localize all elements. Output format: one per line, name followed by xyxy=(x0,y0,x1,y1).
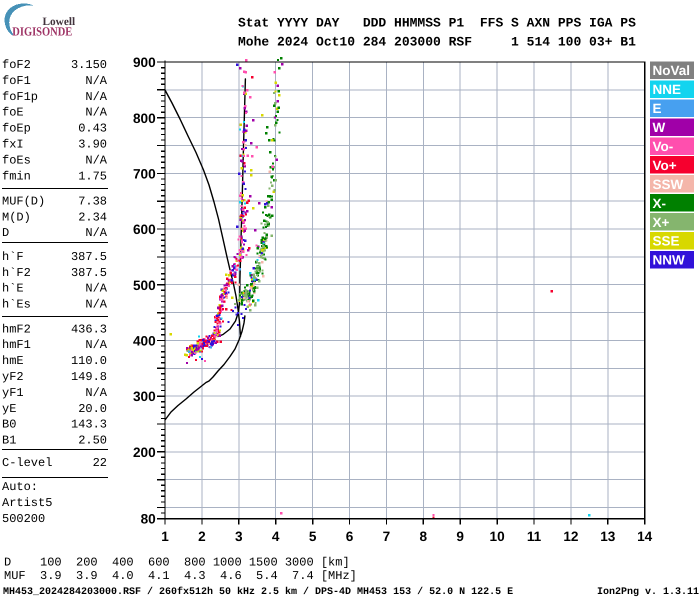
svg-text:NNW: NNW xyxy=(653,253,685,268)
svg-text:1.75: 1.75 xyxy=(78,169,107,183)
svg-text:NNE: NNE xyxy=(653,82,682,97)
svg-text:Lowell: Lowell xyxy=(43,16,76,28)
svg-text:fmin: fmin xyxy=(2,169,31,183)
svg-text:N/A: N/A xyxy=(85,106,107,120)
svg-text:110.0: 110.0 xyxy=(71,354,107,368)
svg-text:Ion2Png v. 1.3.11: Ion2Png v. 1.3.11 xyxy=(597,587,699,598)
svg-text:foEs: foEs xyxy=(2,153,31,167)
svg-text:N/A: N/A xyxy=(85,298,107,312)
svg-text:11: 11 xyxy=(527,529,542,544)
svg-text:900: 900 xyxy=(133,55,156,70)
svg-text:Auto:: Auto: xyxy=(2,480,38,494)
svg-text:3.90: 3.90 xyxy=(78,138,107,152)
svg-text:3: 3 xyxy=(235,529,243,544)
svg-text:8: 8 xyxy=(420,529,428,544)
svg-text:700: 700 xyxy=(133,167,156,182)
svg-text:X+: X+ xyxy=(653,215,670,230)
svg-text:20.0: 20.0 xyxy=(78,402,107,416)
svg-text:h`F: h`F xyxy=(2,250,24,264)
svg-text:h`E: h`E xyxy=(2,282,24,296)
svg-text:B0: B0 xyxy=(2,418,16,432)
svg-text:yF2: yF2 xyxy=(2,370,24,384)
svg-text:800: 800 xyxy=(133,111,156,126)
svg-text:6: 6 xyxy=(346,529,354,544)
svg-text:N/A: N/A xyxy=(85,386,107,400)
svg-text:N/A: N/A xyxy=(85,74,107,88)
svg-text:500200: 500200 xyxy=(2,512,45,526)
svg-text:22: 22 xyxy=(93,456,107,470)
svg-text:1: 1 xyxy=(161,529,169,544)
svg-text:MUF(D): MUF(D) xyxy=(2,194,45,208)
svg-text:B1: B1 xyxy=(2,434,16,448)
svg-text:9: 9 xyxy=(456,529,464,544)
svg-text:D: D xyxy=(2,226,9,240)
svg-text:h`Es: h`Es xyxy=(2,298,31,312)
svg-text:hmF2: hmF2 xyxy=(2,322,31,336)
svg-text:N/A: N/A xyxy=(85,153,107,167)
svg-text:500: 500 xyxy=(133,278,156,293)
svg-text:149.8: 149.8 xyxy=(71,370,107,384)
svg-text:Artist5: Artist5 xyxy=(2,496,52,510)
svg-text:foF2: foF2 xyxy=(2,58,31,72)
svg-text:14: 14 xyxy=(637,529,653,544)
svg-text:N/A: N/A xyxy=(85,338,107,352)
svg-text:yE: yE xyxy=(2,402,16,416)
svg-text:N/A: N/A xyxy=(85,226,107,240)
svg-text:X-: X- xyxy=(653,196,667,211)
svg-text:2.50: 2.50 xyxy=(78,434,107,448)
svg-text:MUF 3.9 3.9 4.0 4.1 4.3: MUF 3.9 3.9 4.0 4.1 4.3 4.6 5.4 7.4 [MHz… xyxy=(4,569,357,583)
svg-text:yF1: yF1 xyxy=(2,386,24,400)
svg-text:foF1: foF1 xyxy=(2,74,31,88)
svg-text:Mohe 2024 Oct10 284 203000 RSF: Mohe 2024 Oct10 284 203000 RSF 1 514 100… xyxy=(238,35,636,50)
svg-text:N/A: N/A xyxy=(85,282,107,296)
svg-text:200: 200 xyxy=(133,445,156,460)
svg-text:143.3: 143.3 xyxy=(71,418,107,432)
svg-text:Stat YYYY DAY DDD HHMMSS P1: Stat YYYY DAY DDD HHMMSS P1 FFS S AXN PP… xyxy=(238,16,636,31)
svg-text:foF1p: foF1p xyxy=(2,90,38,104)
svg-text:NoVal: NoVal xyxy=(653,63,691,78)
svg-text:N/A: N/A xyxy=(85,90,107,104)
svg-text:C-level: C-level xyxy=(2,456,52,470)
svg-text:2: 2 xyxy=(198,529,206,544)
svg-text:300: 300 xyxy=(133,389,156,404)
svg-text:600: 600 xyxy=(133,222,156,237)
svg-text:436.3: 436.3 xyxy=(71,322,107,336)
svg-text:3.150: 3.150 xyxy=(71,58,107,72)
svg-text:387.5: 387.5 xyxy=(71,250,107,264)
svg-text:4: 4 xyxy=(272,529,280,544)
svg-text:E: E xyxy=(653,101,662,116)
svg-text:SSW: SSW xyxy=(653,177,684,192)
svg-text:SSE: SSE xyxy=(653,234,680,249)
svg-text:MH453_2024284203000.RSF / 260f: MH453_2024284203000.RSF / 260fx512h 50 k… xyxy=(3,586,513,598)
svg-text:foE: foE xyxy=(2,106,24,120)
svg-text:80: 80 xyxy=(141,512,156,527)
svg-text:D 100 200 400 600 800 1: D 100 200 400 600 800 1000 1500 3000 [km… xyxy=(4,556,350,570)
svg-text:hmE: hmE xyxy=(2,354,24,368)
svg-text:387.5: 387.5 xyxy=(71,266,107,280)
svg-text:0.43: 0.43 xyxy=(78,122,107,136)
svg-text:12: 12 xyxy=(563,529,579,544)
svg-text:7: 7 xyxy=(383,529,391,544)
svg-text:5: 5 xyxy=(309,529,317,544)
svg-text:Vo-: Vo- xyxy=(653,139,674,154)
svg-text:h`F2: h`F2 xyxy=(2,266,31,280)
svg-text:hmF1: hmF1 xyxy=(2,338,31,352)
svg-text:DIGISONDE: DIGISONDE xyxy=(12,24,72,38)
svg-text:M(D): M(D) xyxy=(2,210,31,224)
svg-text:W: W xyxy=(653,120,666,135)
svg-text:2.34: 2.34 xyxy=(78,210,107,224)
svg-text:7.38: 7.38 xyxy=(78,194,107,208)
svg-text:13: 13 xyxy=(600,529,616,544)
svg-text:10: 10 xyxy=(490,529,505,544)
svg-text:400: 400 xyxy=(133,334,156,349)
svg-text:Vo+: Vo+ xyxy=(653,158,677,173)
svg-text:fxI: fxI xyxy=(2,138,24,152)
svg-text:foEp: foEp xyxy=(2,122,31,136)
